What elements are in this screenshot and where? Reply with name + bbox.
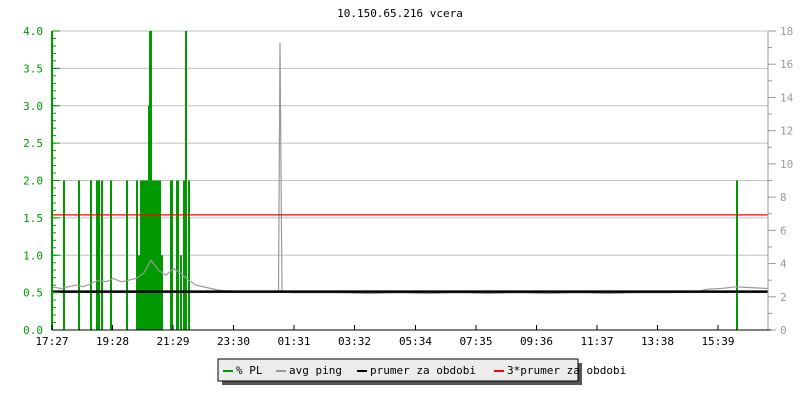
left-tick-label: 4.0 bbox=[23, 25, 43, 38]
left-tick-label: 1.5 bbox=[23, 212, 43, 225]
right-tick-label: 10 bbox=[780, 158, 793, 171]
legend-label: prumer za obdobi bbox=[370, 364, 476, 377]
right-tick-label: 14 bbox=[780, 91, 794, 104]
left-tick-label: 0.0 bbox=[23, 324, 43, 337]
right-tick-label: 4 bbox=[780, 258, 787, 271]
x-tick-label: 03:32 bbox=[338, 335, 371, 348]
legend-label: % PL bbox=[236, 364, 263, 377]
legend-label: 3*prumer za obdobi bbox=[507, 364, 626, 377]
x-tick-label: 05:34 bbox=[399, 335, 432, 348]
legend-label: avg ping bbox=[289, 364, 342, 377]
right-tick-label: 2 bbox=[780, 291, 787, 304]
x-tick-label: 15:39 bbox=[701, 335, 734, 348]
x-tick-label: 13:38 bbox=[641, 335, 674, 348]
x-tick-label: 09:36 bbox=[520, 335, 553, 348]
x-tick-label: 21:29 bbox=[156, 335, 189, 348]
left-tick-label: 2.0 bbox=[23, 175, 43, 188]
x-tick-label: 01:31 bbox=[277, 335, 310, 348]
right-tick-label: 18 bbox=[780, 25, 793, 38]
left-tick-label: 3.5 bbox=[23, 62, 43, 75]
right-tick-label: 8 bbox=[780, 191, 787, 204]
right-tick-label: 6 bbox=[780, 224, 787, 237]
right-tick-label: 0 bbox=[780, 324, 787, 337]
x-tick-label: 17:27 bbox=[35, 335, 68, 348]
right-tick-label: 12 bbox=[780, 125, 793, 138]
left-tick-label: 1.0 bbox=[23, 249, 43, 262]
x-tick-label: 07:35 bbox=[459, 335, 492, 348]
legend-box bbox=[217, 358, 579, 382]
legend: % PL avg ping prumer za obdobi 3*prumer za … bbox=[217, 358, 626, 385]
x-tick-label: 11:37 bbox=[580, 335, 613, 348]
left-tick-label: 3.0 bbox=[23, 100, 43, 113]
left-tick-label: 0.5 bbox=[23, 287, 43, 300]
right-tick-label: 16 bbox=[780, 58, 793, 71]
left-tick-label: 2.5 bbox=[23, 137, 43, 150]
chart-title: 10.150.65.216 vcera bbox=[337, 7, 463, 20]
x-tick-label: 19:28 bbox=[96, 335, 129, 348]
x-tick-label: 23:30 bbox=[217, 335, 250, 348]
